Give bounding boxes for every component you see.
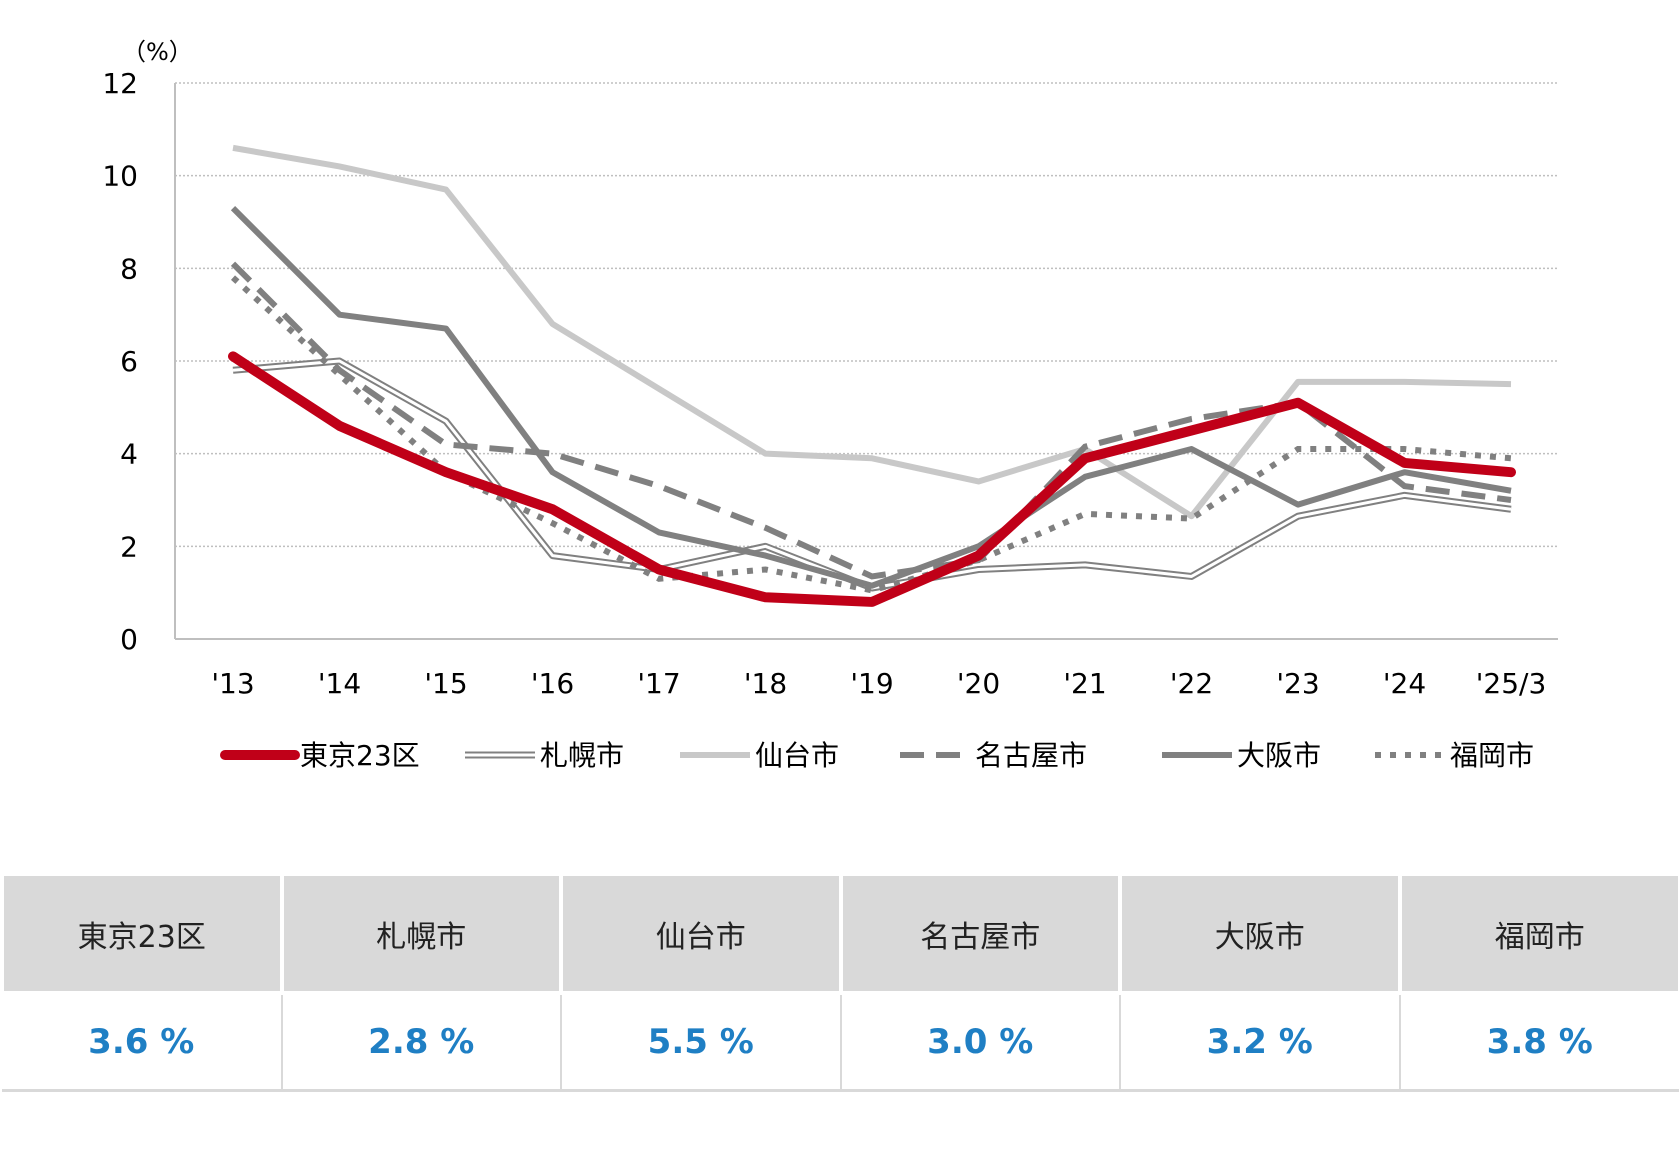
y-axis-unit-label: （%）: [122, 38, 193, 66]
summary-value-cell: 5.5 %: [560, 991, 842, 1092]
x-tick-label: '18: [744, 667, 787, 700]
legend-label: 東京23区: [300, 739, 420, 772]
y-tick-label: 4: [120, 438, 138, 471]
x-tick-label: '23: [1276, 667, 1319, 700]
summary-value-cell: 2.8 %: [280, 991, 562, 1092]
summary-header-cell: 札幌市: [279, 876, 562, 993]
y-tick-labels: 0 2 4 6 8 10 12: [102, 67, 138, 656]
x-tick-label: '21: [1063, 667, 1106, 700]
y-tick-label: 0: [120, 623, 138, 656]
x-tick-label: '14: [318, 667, 361, 700]
series-line: [228, 351, 1516, 607]
summary-header-cell: 福岡市: [1397, 876, 1680, 993]
x-tick-label: '19: [850, 667, 893, 700]
summary-value-row: 3.6 % 2.8 % 5.5 % 3.0 % 3.2 % 3.8 %: [2, 991, 1679, 1092]
legend-label: 大阪市: [1237, 739, 1321, 772]
x-tick-label: '16: [531, 667, 574, 700]
summary-header-cell: 仙台市: [559, 876, 842, 993]
x-tick-label: '15: [424, 667, 467, 700]
series-line-inner: [232, 359, 1512, 590]
y-tick-label: 6: [120, 345, 138, 378]
y-tick-label: 10: [102, 160, 138, 193]
x-tick-labels: '13 '14 '15 '16 '17 '18 '19 '20 '21 '22 '23 '24 '25/…: [211, 667, 1546, 700]
series-line: [232, 357, 1512, 592]
x-tick-label: '20: [957, 667, 1000, 700]
series-line: [230, 205, 1512, 589]
chart-legend: 東京23区 札幌市 仙台市 名古屋市 大阪市 福岡市: [220, 739, 1534, 772]
x-tick-label: '13: [211, 667, 254, 700]
summary-header-cell: 大阪市: [1118, 876, 1401, 993]
gridlines: [174, 82, 1558, 640]
legend-label: 名古屋市: [975, 739, 1087, 772]
series-line: [232, 144, 1512, 520]
summary-value-cell: 3.2 %: [1119, 991, 1401, 1092]
x-tick-label: '22: [1170, 667, 1213, 700]
summary-value-cell: 3.6 %: [2, 991, 283, 1092]
summary-value-cell: 3.0 %: [839, 991, 1121, 1092]
x-tick-label: '17: [637, 667, 680, 700]
y-tick-label: 8: [120, 252, 138, 285]
latest-vacancy-summary-table: 東京23区 札幌市 仙台市 名古屋市 大阪市 福岡市 3.6 % 2.8 % 5…: [0, 876, 1680, 1092]
y-tick-label: 12: [102, 67, 138, 100]
y-tick-label: 2: [120, 530, 138, 563]
legend-label: 札幌市: [540, 739, 624, 772]
series-lines: [228, 144, 1516, 607]
summary-header-cell: 名古屋市: [838, 876, 1121, 993]
vacancy-rate-line-chart: （%） 0 2 4 6 8 10 12 '13 '14 '15 '16 '17 '18 '19 '20 '2…: [102, 38, 1558, 772]
legend-label: 福岡市: [1450, 739, 1534, 772]
x-tick-label: '24: [1383, 667, 1426, 700]
summary-header-row: 東京23区 札幌市 仙台市 名古屋市 大阪市 福岡市: [0, 876, 1680, 993]
summary-value-cell: 3.8 %: [1398, 991, 1679, 1092]
legend-label: 仙台市: [755, 739, 839, 772]
x-tick-label: '25/3: [1476, 667, 1547, 700]
summary-header-cell: 東京23区: [0, 876, 283, 993]
